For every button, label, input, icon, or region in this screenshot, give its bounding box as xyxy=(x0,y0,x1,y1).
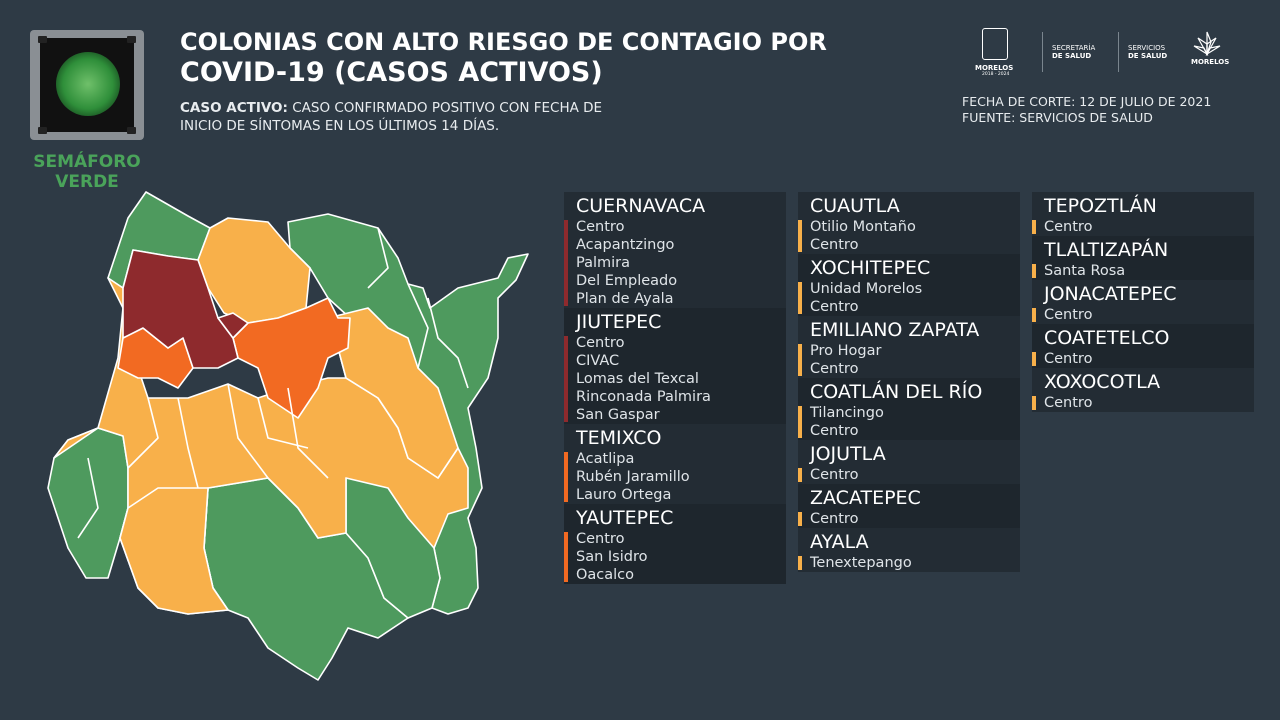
colonia-item: Lomas del Texcal xyxy=(576,371,699,387)
green-light-icon xyxy=(56,52,120,116)
logos-bar: MORELOS 2018 - 2024 SECRETARÍA DE SALUD … xyxy=(970,28,1240,78)
colonia-item: Plan de Ayala xyxy=(576,291,674,307)
municipality-group: XOCHITEPEC Unidad Morelos Centro xyxy=(798,254,1020,316)
colonia-item: Centro xyxy=(576,531,625,547)
risk-indicator xyxy=(1032,352,1036,366)
colonia-item: San Isidro xyxy=(576,549,648,565)
colonia-item: Centro xyxy=(1044,307,1093,323)
colonia-item: Del Empleado xyxy=(576,273,678,289)
municipality-name: TLALTIZAPÁN xyxy=(1044,239,1169,261)
risk-indicator xyxy=(564,452,568,502)
municipality-group: TLALTIZAPÁN Santa Rosa xyxy=(1032,236,1254,280)
risk-indicator xyxy=(798,282,802,314)
colonia-item: Tilancingo xyxy=(810,405,884,421)
risk-indicator xyxy=(1032,220,1036,234)
municipality-group: JOJUTLA Centro xyxy=(798,440,1020,484)
caso-activo-definition: CASO ACTIVO: CASO CONFIRMADO POSITIVO CO… xyxy=(180,100,603,134)
colonia-item: Centro xyxy=(576,219,625,235)
municipality-group: AYALA Tenextepango xyxy=(798,528,1020,572)
colonia-item: Oacalco xyxy=(576,567,635,583)
municipality-group: CUERNAVACA Centro Acapantzingo Palmira Del E… xyxy=(564,192,786,308)
municipality-name: CUAUTLA xyxy=(810,195,900,217)
municipality-group: JONACATEPEC Centro xyxy=(1032,280,1254,324)
colonia-item: Rubén Jaramillo xyxy=(576,469,690,485)
municipality-group: COATETELCO Centro xyxy=(1032,324,1254,368)
morelos-flower-icon xyxy=(1192,30,1222,57)
municipality-name: EMILIANO ZAPATA xyxy=(810,319,980,341)
colonia-item: Centro xyxy=(1044,219,1093,235)
municipality-group: ZACATEPEC Centro xyxy=(798,484,1020,528)
municipality-group: EMILIANO ZAPATA Pro Hogar Centro xyxy=(798,316,1020,378)
colonia-item: Centro xyxy=(810,299,859,315)
municipality-name: TEPOZTLÁN xyxy=(1044,195,1157,217)
colonia-item: Tenextepango xyxy=(810,555,912,571)
colonia-item: Centro xyxy=(576,335,625,351)
municipality-group: XOXOCOTLA Centro xyxy=(1032,368,1254,412)
risk-indicator xyxy=(564,336,568,422)
colonia-item: Lauro Ortega xyxy=(576,487,672,503)
map-region xyxy=(122,249,239,369)
semaforo-label: SEMÁFORO VERDE xyxy=(33,152,141,192)
municipality-name: XOXOCOTLA xyxy=(1044,371,1161,393)
risk-indicator xyxy=(798,344,802,376)
colonia-item: Otilio Montaño xyxy=(810,219,916,235)
municipality-name: COATLÁN DEL RÍO xyxy=(810,381,983,403)
municipality-name: TEMIXCO xyxy=(576,427,662,449)
morelos-seal-icon xyxy=(982,28,1008,60)
colonia-item: Centro xyxy=(810,361,859,377)
municipality-group: COATLÁN DEL RÍO Tilancingo Centro xyxy=(798,378,1020,440)
metadata: FECHA DE CORTE: 12 DE JULIO DE 2021 FUEN… xyxy=(962,94,1212,125)
colonia-item: Pro Hogar xyxy=(810,343,882,359)
risk-indicator xyxy=(798,512,802,526)
list-column-1: CUERNAVACA Centro Acapantzingo Palmira Del E… xyxy=(564,192,786,584)
risk-indicator xyxy=(798,556,802,570)
colonia-item: Centro xyxy=(1044,351,1093,367)
map-region xyxy=(217,312,249,339)
colonia-item: Santa Rosa xyxy=(1044,263,1126,279)
colonia-item: Acapantzingo xyxy=(576,237,675,253)
map-region xyxy=(327,307,459,479)
morelos-map xyxy=(47,191,529,681)
municipality-name: XOCHITEPEC xyxy=(810,257,931,279)
municipality-name: COATETELCO xyxy=(1044,327,1170,349)
municipality-name: ZACATEPEC xyxy=(810,487,921,509)
colonia-item: Centro xyxy=(810,467,859,483)
risk-indicator xyxy=(798,406,802,438)
municipality-name: YAUTEPEC xyxy=(576,507,674,529)
municipality-group: TEPOZTLÁN Centro xyxy=(1032,192,1254,236)
municipality-name: CUERNAVACA xyxy=(576,195,706,217)
colonia-item: Rinconada Palmira xyxy=(576,389,711,405)
municipality-group: TEMIXCO Acatlipa Rubén Jaramillo Lauro Orte… xyxy=(564,424,786,504)
colonia-item: Unidad Morelos xyxy=(810,281,923,297)
municipality-group: YAUTEPEC Centro San Isidro Oacalco xyxy=(564,504,786,584)
risk-indicator xyxy=(798,468,802,482)
traffic-light-icon xyxy=(30,30,144,140)
colonia-item: San Gaspar xyxy=(576,407,660,423)
map-region xyxy=(119,487,229,615)
risk-indicator xyxy=(564,532,568,582)
page-title: COLONIAS CON ALTO RIESGO DE CONTAGIO POR… xyxy=(180,28,827,88)
municipality-name: AYALA xyxy=(810,531,869,553)
colonia-item: Palmira xyxy=(576,255,631,271)
risk-indicator xyxy=(1032,308,1036,322)
risk-indicator xyxy=(1032,396,1036,410)
risk-indicator xyxy=(564,220,568,306)
colonia-item: Acatlipa xyxy=(576,451,635,467)
municipality-group: CUAUTLA Otilio Montaño Centro xyxy=(798,192,1020,254)
list-column-2: CUAUTLA Otilio Montaño Centro XOCHITEPEC Uni… xyxy=(798,192,1020,572)
risk-indicator xyxy=(1032,264,1036,278)
colonia-item: CIVAC xyxy=(576,353,620,369)
municipality-group: JIUTEPEC Centro CIVAC Lomas del Texcal Rinco… xyxy=(564,308,786,424)
colonia-item: Centro xyxy=(810,423,859,439)
municipality-name: JIUTEPEC xyxy=(576,311,662,333)
municipality-name: JOJUTLA xyxy=(810,443,886,465)
colonia-item: Centro xyxy=(1044,395,1093,411)
colonia-item: Centro xyxy=(810,237,859,253)
risk-indicator xyxy=(798,220,802,252)
list-column-3: TEPOZTLÁN Centro TLALTIZAPÁN Santa Rosa JONA… xyxy=(1032,192,1254,412)
municipality-name: JONACATEPEC xyxy=(1044,283,1177,305)
colonia-item: Centro xyxy=(810,511,859,527)
map-region xyxy=(232,297,351,419)
